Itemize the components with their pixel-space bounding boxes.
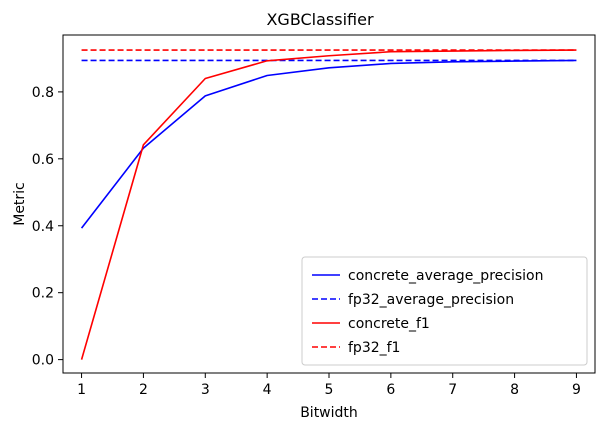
- y-tick-label: 0.2: [32, 286, 54, 302]
- legend-label-fp32-f1: fp32_f1: [348, 340, 400, 356]
- x-axis: 1 2 3 4 5 6 7 8 9: [77, 373, 581, 398]
- series-line-concrete-average-precision: [80, 59, 577, 229]
- x-tick-label: 8: [510, 382, 519, 398]
- y-axis-label: Metric: [12, 182, 28, 226]
- legend-label-concrete-average-precision: concrete_average_precision: [348, 268, 543, 284]
- x-axis-label: Bitwidth: [300, 405, 358, 421]
- x-tick-label: 1: [77, 382, 86, 398]
- y-tick-label: 0.6: [32, 152, 54, 168]
- legend-label-fp32-average-precision: fp32_average_precision: [348, 292, 514, 308]
- legend-label-concrete-f1: concrete_f1: [348, 316, 430, 332]
- y-tick-label: 0.4: [32, 219, 54, 235]
- chart-title: XGBClassifier: [266, 10, 374, 29]
- series-line-concrete-f1: [80, 49, 577, 360]
- x-tick-label: 6: [386, 382, 395, 398]
- y-tick-label: 0.0: [32, 353, 54, 369]
- x-tick-label: 2: [139, 382, 148, 398]
- legend: concrete_average_precision fp32_average_p…: [301, 256, 588, 366]
- x-tick-label: 4: [263, 382, 272, 398]
- y-tick-label: 0.8: [32, 85, 54, 101]
- x-tick-label: 5: [325, 382, 334, 398]
- y-axis: 0.0 0.2 0.4 0.6 0.8: [32, 85, 63, 369]
- legend-box: [301, 256, 588, 366]
- plot-series: [80, 49, 577, 360]
- x-tick-label: 9: [572, 382, 581, 398]
- x-tick-label: 3: [201, 382, 210, 398]
- x-tick-label: 7: [448, 382, 457, 398]
